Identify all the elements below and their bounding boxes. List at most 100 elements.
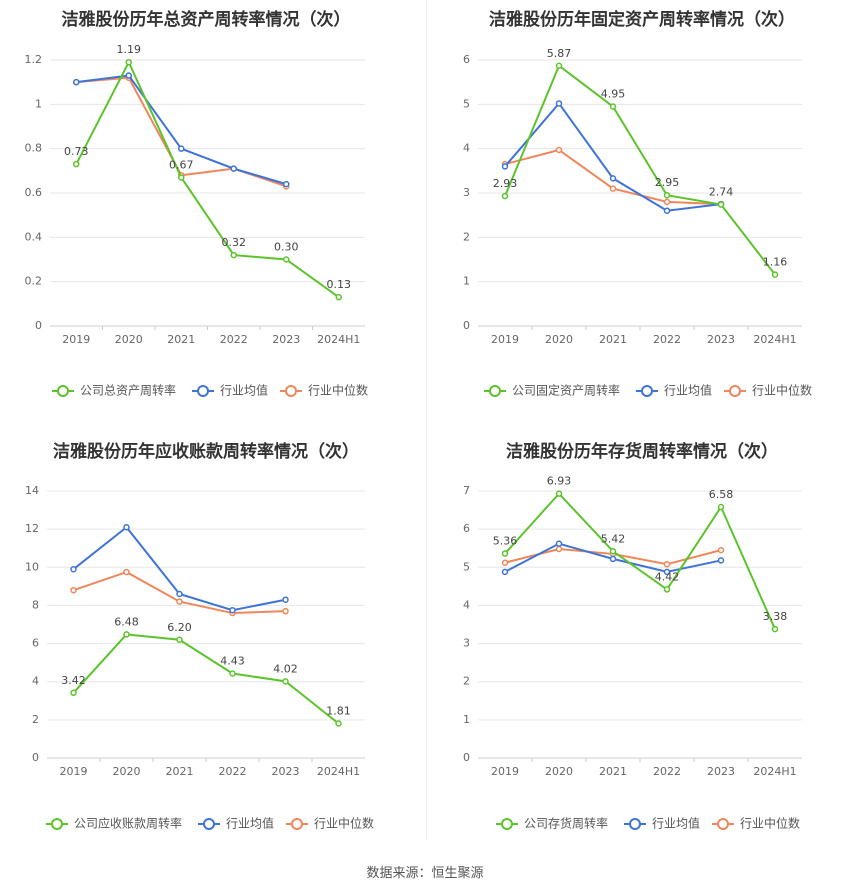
legend-marker [717,818,729,830]
x-tick-label: 2022 [653,765,681,778]
data-point [555,545,563,553]
data-point [609,555,617,563]
data-label: 4.43 [220,655,245,668]
data-label: 1.16 [763,256,788,269]
x-tick-label: 2019 [62,333,90,346]
data-label: 3.38 [763,610,788,623]
data-point [282,607,289,615]
data-point [70,586,77,594]
data-point [335,293,342,301]
legend-marker [641,385,653,397]
data-point [609,175,617,182]
x-tick-label: 2022 [220,333,248,346]
data-label: 6.58 [709,488,734,501]
data-point [717,201,725,208]
data-point [717,503,725,511]
data-point [663,586,671,593]
data-label: 4.95 [601,88,626,101]
y-tick-label: 6 [32,637,39,650]
legend-marker [51,818,63,830]
y-tick-label: 4 [463,142,470,155]
data-point [555,62,563,70]
x-tick-label: 2019 [491,765,519,778]
data-point [176,598,183,605]
y-tick-label: 0 [463,319,470,332]
y-tick-label: 8 [32,598,39,611]
x-tick-label: 2019 [60,765,88,778]
data-point [663,560,671,568]
data-point [178,174,185,181]
data-point [501,163,509,170]
y-tick-label: 3 [463,637,470,650]
data-label: 0.13 [327,278,352,291]
y-tick-label: 14 [25,484,39,497]
data-point [176,590,183,598]
legend-label: 公司存货周转率 [524,816,608,831]
data-point [73,160,80,168]
legend-marker [291,818,303,830]
legend-label: 行业均值 [226,816,274,831]
data-point [123,631,130,638]
y-tick-label: 12 [25,522,39,535]
chart-panel-2: 洁雅股份历年固定资产周转率情况（次） 0 1 2 3 4 5 6 2019 2020 2021 202… [463,9,812,398]
chart-title: 洁雅股份历年存货周转率情况（次） [506,441,778,462]
data-point [123,523,130,531]
data-label: 5.36 [493,535,518,548]
chart-title: 洁雅股份历年应收账款周转率情况（次） [53,441,359,462]
legend-label: 公司固定资产周转率 [512,383,620,398]
series-line-1 [72,633,340,725]
chart-title: 洁雅股份历年固定资产周转率情况（次） [489,9,795,30]
data-label: 5.42 [601,532,626,545]
legend-marker [629,818,641,830]
legend-label: 行业均值 [664,383,712,398]
x-tick-label: 2021 [167,333,195,346]
y-tick-label: 0.6 [25,186,43,199]
y-tick-label: 2 [463,675,470,688]
x-tick-label: 2021 [599,765,627,778]
y-tick-label: 0.4 [25,230,43,243]
data-point [70,565,77,573]
data-point [73,78,80,86]
series-line-1 [75,59,340,298]
legend-label: 行业中位数 [308,383,368,398]
legend-label: 行业均值 [220,383,268,398]
data-point [176,636,183,644]
legend-marker [489,385,501,397]
series-line-2 [72,525,286,612]
data-point [771,625,779,633]
legend-label: 行业中位数 [752,383,812,398]
x-tick-label: 2022 [219,765,247,778]
data-point [609,185,617,192]
data-point [717,546,725,554]
chart-panel-3: 洁雅股份历年应收账款周转率情况（次） 0 2 4 6 8 10 12 14 2019 2020 202… [25,441,374,831]
data-point [663,198,671,206]
data-label: 4.42 [655,570,680,583]
y-tick-label: 0 [35,319,42,332]
data-point [125,72,132,79]
y-tick-label: 1 [463,713,470,726]
y-tick-label: 10 [25,560,39,573]
data-point [282,678,289,685]
y-tick-label: 2 [463,230,470,243]
data-point [555,100,563,107]
y-tick-label: 2 [32,713,39,726]
x-tick-label: 2023 [707,333,735,346]
legend-label: 行业中位数 [740,816,800,831]
legend-marker [57,385,69,397]
x-tick-label: 2023 [272,333,300,346]
legend-marker [501,818,513,830]
y-tick-label: 6 [463,522,470,535]
data-point [125,58,132,66]
data-point [609,103,617,110]
data-source: 数据来源：恒生聚源 [366,866,484,881]
y-tick-label: 1.2 [25,53,43,66]
y-tick-label: 1 [463,275,470,288]
data-label: 2.95 [655,176,680,189]
data-label: 4.02 [273,662,298,675]
y-tick-label: 0 [32,751,39,764]
data-point [663,191,671,199]
legend-marker [203,818,215,830]
data-point [501,192,509,200]
data-point [70,689,77,697]
